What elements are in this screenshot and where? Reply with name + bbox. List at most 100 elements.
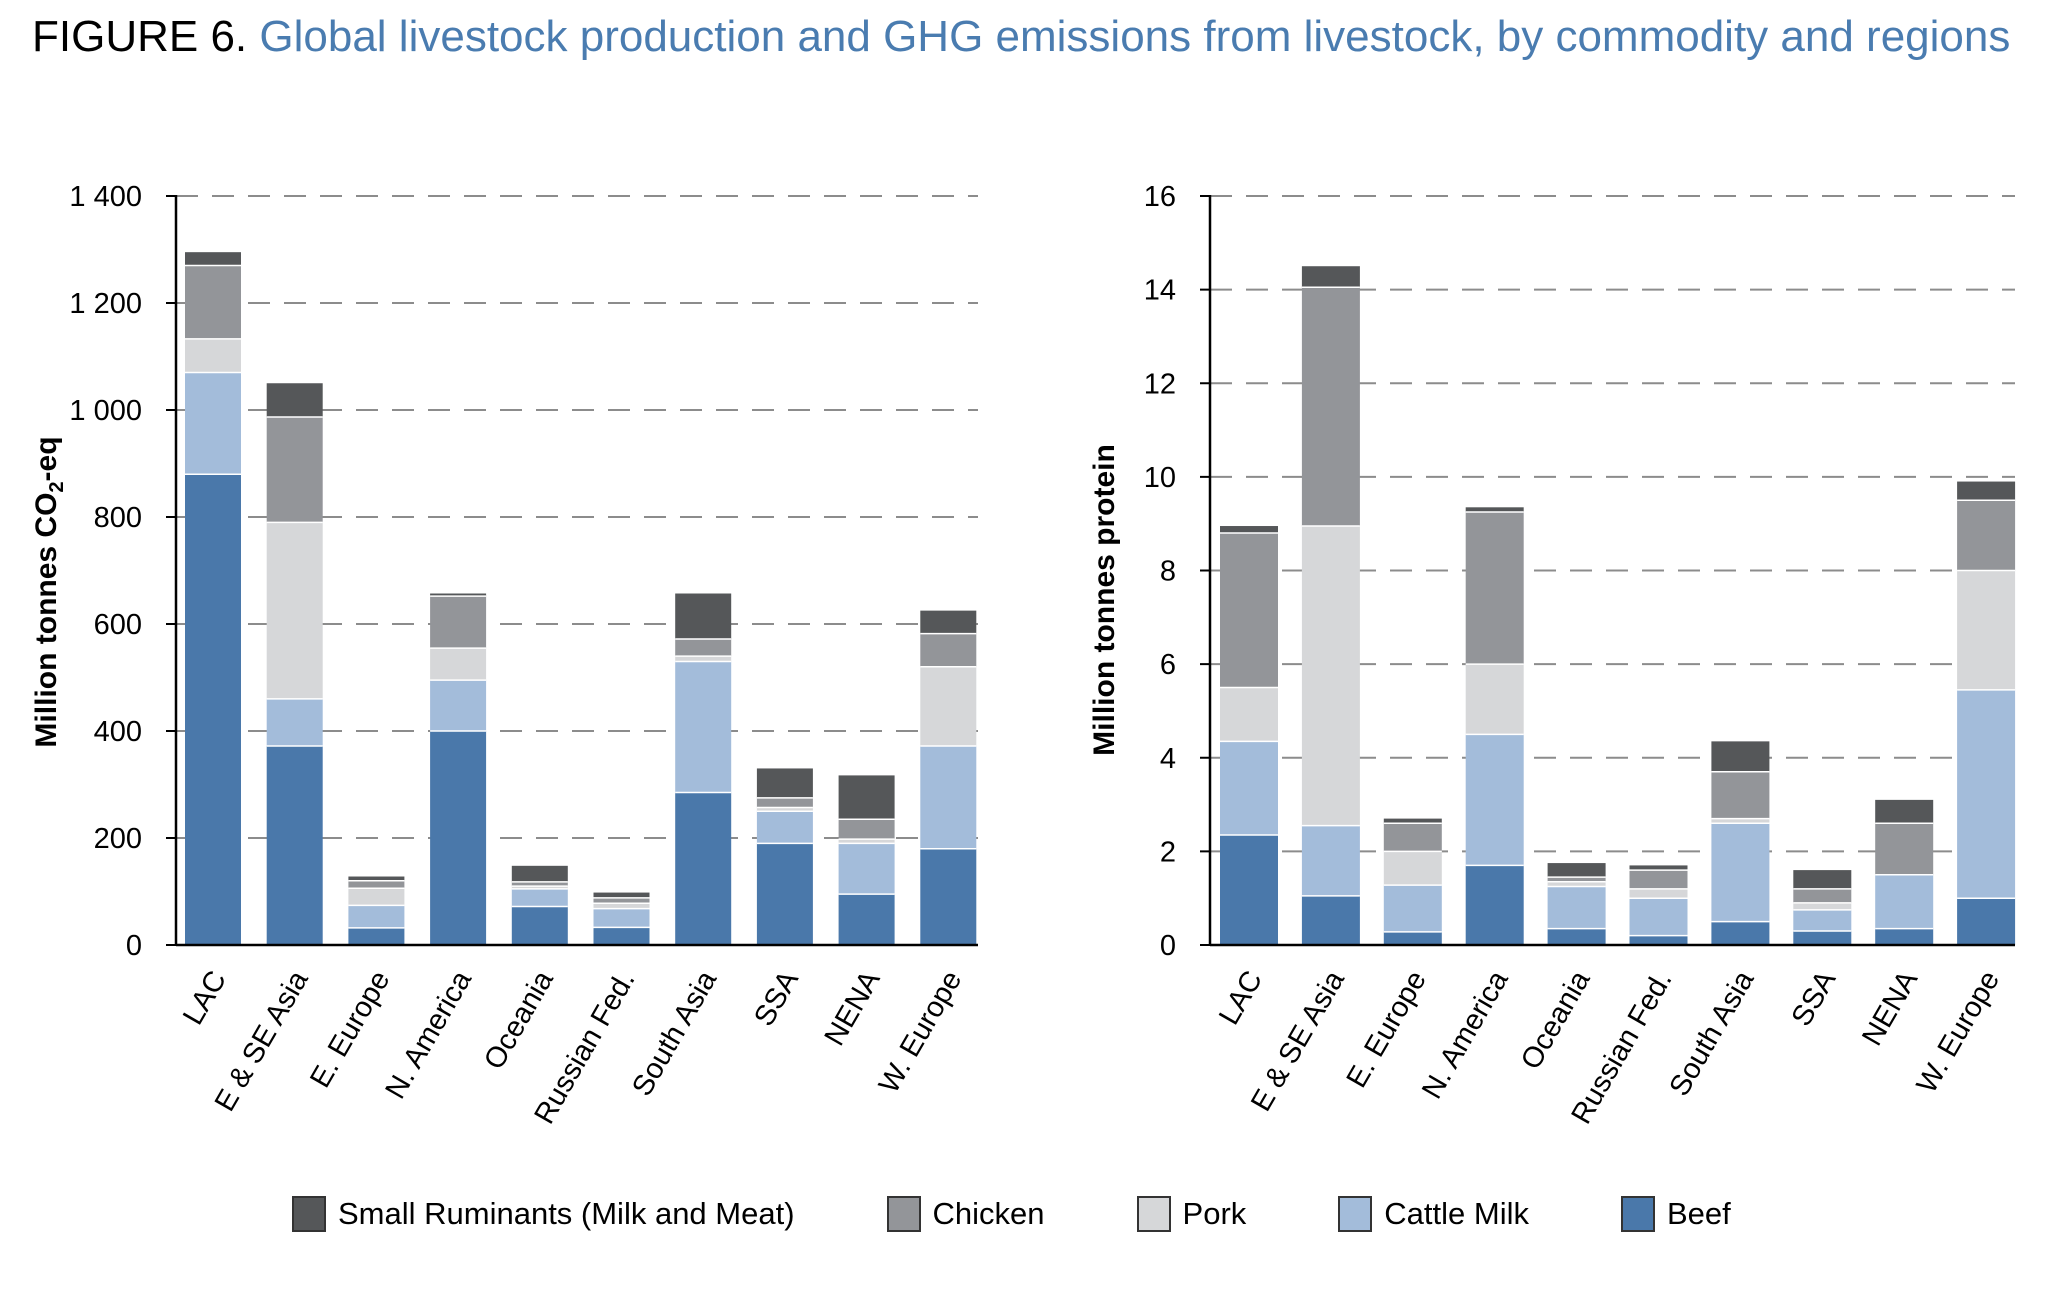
bar-segment-beef-oceania [511, 906, 568, 945]
y-tick-label: 6 [1160, 649, 1176, 681]
bar-segment-chicken-w-europe [920, 633, 977, 667]
bar-segment-chicken-nena [1875, 823, 1934, 875]
bar-segment-chicken-w-europe [1957, 500, 2016, 571]
bar-segment-cattle-milk-oceania [1547, 886, 1606, 929]
bar-segment-chicken-lac [185, 265, 241, 339]
bar-segment-cattle-milk-oceania [511, 888, 568, 907]
y-tick-label: 800 [94, 502, 142, 534]
bar-segment-beef-ssa [756, 843, 813, 945]
bar-segment-pork-nena [838, 839, 895, 844]
bar-segment-pork-e-se-asia [1301, 526, 1360, 826]
bar-segment-cattle-milk-n-america [430, 680, 487, 731]
x-tick-label-lac: LAC [177, 966, 233, 1031]
bar-segment-small-ruminants-milk-and-meat-south-asia [1711, 741, 1770, 772]
bar-segment-chicken-south-asia [1711, 771, 1770, 819]
bar-segment-cattle-milk-ssa [1793, 909, 1852, 931]
x-tick-label-n-america: N. America [1416, 965, 1515, 1105]
bar-segment-chicken-lac [1220, 533, 1278, 688]
bar-segment-pork-ssa [756, 807, 813, 812]
legend-label-beef: Beef [1666, 1196, 1731, 1231]
bar-segment-small-ruminants-milk-and-meat-lac [185, 252, 241, 266]
bar-segment-small-ruminants-milk-and-meat-n-america [430, 593, 487, 597]
bar-segment-chicken-e-europe [348, 880, 405, 889]
bar-segment-cattle-milk-n-america [1465, 734, 1524, 866]
bar-segment-cattle-milk-e-europe [1383, 885, 1442, 932]
bar-segment-chicken-e-se-asia [1301, 287, 1360, 527]
legend-swatch-cattle-milk [1338, 1196, 1373, 1232]
figure-title-text: Global livestock production and GHG emis… [259, 12, 2011, 61]
bar-segment-chicken-nena [838, 819, 895, 840]
bar-segment-small-ruminants-milk-and-meat-w-europe [1957, 481, 2016, 501]
bar-segment-small-ruminants-milk-and-meat-e-se-asia [266, 383, 323, 417]
bar-segment-beef-south-asia [675, 792, 732, 945]
bar-segment-beef-south-asia [1711, 921, 1770, 945]
y-tick-label: 600 [94, 609, 142, 641]
legend-swatch-chicken [886, 1196, 921, 1232]
y-tick-label: 8 [1160, 556, 1176, 588]
bar-segment-chicken-south-asia [675, 638, 732, 657]
y-tick-label: 0 [126, 930, 142, 962]
y-tick-label: 10 [1144, 462, 1176, 494]
bar-segment-beef-oceania [1547, 928, 1606, 945]
bar-segment-chicken-n-america [430, 596, 487, 649]
bar-segment-pork-russian-fed [1629, 888, 1688, 899]
y-tick-label: 400 [94, 716, 142, 748]
bar-segment-pork-lac [1220, 687, 1278, 742]
bar-segment-small-ruminants-milk-and-meat-nena [1875, 799, 1934, 824]
bar-segment-beef-ssa [1793, 930, 1852, 945]
bar-segment-beef-russian-fed [1629, 935, 1688, 945]
bar-segment-cattle-milk-south-asia [675, 661, 732, 793]
bar-segment-cattle-milk-lac [1220, 741, 1278, 835]
bar-segment-pork-w-europe [920, 666, 977, 746]
bar-segment-cattle-milk-ssa [756, 811, 813, 844]
bar-segment-pork-south-asia [675, 656, 732, 662]
figure-title: FIGURE 6. Global livestock production an… [32, 12, 2010, 62]
bar-segment-pork-e-europe [1383, 851, 1442, 886]
bar-segment-small-ruminants-milk-and-meat-e-europe [348, 876, 405, 881]
x-tick-label-south-asia: South Asia [1663, 965, 1760, 1102]
x-tick-label-ssa: SSA [1786, 965, 1843, 1032]
bar-segment-pork-south-asia [1711, 818, 1770, 824]
bar-segment-small-ruminants-milk-and-meat-oceania [511, 865, 568, 882]
y-tick-label: 16 [1144, 181, 1176, 213]
bar-segment-chicken-e-se-asia [266, 416, 323, 523]
x-tick-label-nena: NENA [819, 965, 887, 1051]
y-tick-label: 1 000 [69, 395, 142, 427]
bar-segment-pork-lac [185, 338, 241, 373]
legend-item-beef: Beef [1620, 1196, 1731, 1232]
bar-segment-cattle-milk-russian-fed [593, 908, 650, 928]
x-tick-label-w-europe: W. Europe [873, 966, 968, 1099]
bar-segment-small-ruminants-milk-and-meat-e-se-asia [1301, 266, 1360, 288]
x-tick-label-nena: NENA [1856, 965, 1924, 1051]
bar-segment-cattle-milk-nena [838, 843, 895, 895]
y-tick-label: 200 [94, 823, 142, 855]
bar-segment-beef-nena [1875, 928, 1934, 945]
bar-segment-beef-lac [1220, 834, 1278, 945]
bar-segment-cattle-milk-e-europe [348, 905, 405, 928]
bar-segment-chicken-oceania [1547, 877, 1606, 882]
y-tick-label: 4 [1160, 743, 1176, 775]
bar-segment-small-ruminants-milk-and-meat-lac [1220, 526, 1278, 534]
bar-segment-beef-w-europe [1957, 898, 2016, 945]
legend-item-chicken: Chicken [886, 1196, 1045, 1232]
bar-segment-beef-e-europe [1383, 931, 1442, 945]
y-axis-label: Million tonnes CO2-eq [30, 436, 68, 747]
bar-segment-chicken-russian-fed [1629, 870, 1688, 889]
legend-item-small-ruminants: Small Ruminants (Milk and Meat) [292, 1196, 795, 1232]
x-tick-label-w-europe: W. Europe [1911, 966, 2006, 1099]
bar-segment-beef-russian-fed [593, 927, 650, 945]
bar-segment-small-ruminants-milk-and-meat-oceania [1547, 863, 1606, 878]
bar-segment-beef-e-se-asia [1301, 895, 1360, 945]
bar-segment-pork-n-america [1465, 664, 1524, 735]
bar-segment-small-ruminants-milk-and-meat-russian-fed [593, 892, 650, 898]
y-tick-label: 12 [1144, 368, 1176, 400]
bar-segment-small-ruminants-milk-and-meat-w-europe [920, 610, 977, 634]
bar-segment-cattle-milk-south-asia [1711, 823, 1770, 922]
y-axis-label: Million tonnes protein [1088, 444, 1121, 756]
x-tick-label-lac: LAC [1213, 966, 1269, 1031]
bar-segment-small-ruminants-milk-and-meat-e-europe [1383, 818, 1442, 824]
bar-segment-cattle-milk-nena [1875, 874, 1934, 929]
bar-segment-pork-e-europe [348, 888, 405, 906]
